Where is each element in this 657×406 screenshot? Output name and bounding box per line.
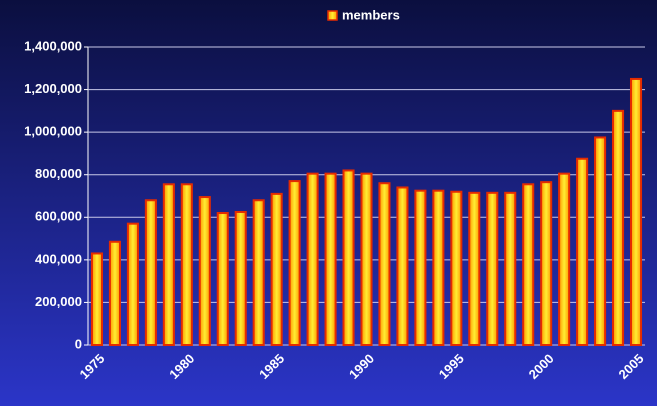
y-tick-label: 1,400,000 — [24, 38, 82, 53]
bar — [180, 183, 193, 346]
bar — [378, 182, 391, 346]
bar — [486, 191, 499, 346]
bar — [252, 199, 265, 346]
bar — [144, 199, 157, 346]
bar — [594, 136, 607, 346]
y-tick-label: 400,000 — [35, 251, 82, 266]
y-tick-label: 1,200,000 — [24, 81, 82, 96]
bar — [342, 169, 355, 346]
bar — [306, 172, 319, 346]
bar — [522, 183, 535, 346]
bar — [198, 196, 211, 346]
y-tick-label: 1,000,000 — [24, 124, 82, 139]
y-tick-label: 200,000 — [35, 294, 82, 309]
bar — [162, 183, 175, 346]
bar — [288, 180, 301, 346]
bar — [540, 181, 553, 346]
bar — [629, 77, 643, 347]
bar — [108, 240, 121, 346]
bar — [270, 192, 283, 346]
bar — [324, 172, 337, 346]
bar — [216, 212, 229, 346]
y-tick-label: 800,000 — [35, 166, 82, 181]
bar — [414, 189, 427, 346]
legend-swatch — [327, 10, 338, 21]
bar — [90, 252, 104, 347]
bar — [450, 190, 463, 346]
bar — [558, 172, 571, 346]
bar — [468, 191, 481, 346]
bar — [504, 191, 517, 346]
legend-label: members — [342, 7, 400, 22]
bar — [612, 109, 625, 346]
bar — [360, 172, 373, 346]
y-tick-label: 0 — [75, 336, 82, 351]
bar — [234, 210, 247, 346]
bar — [126, 222, 139, 347]
bar — [432, 189, 445, 346]
bar — [396, 186, 409, 346]
bar — [576, 157, 589, 346]
y-tick-label: 600,000 — [35, 209, 82, 224]
